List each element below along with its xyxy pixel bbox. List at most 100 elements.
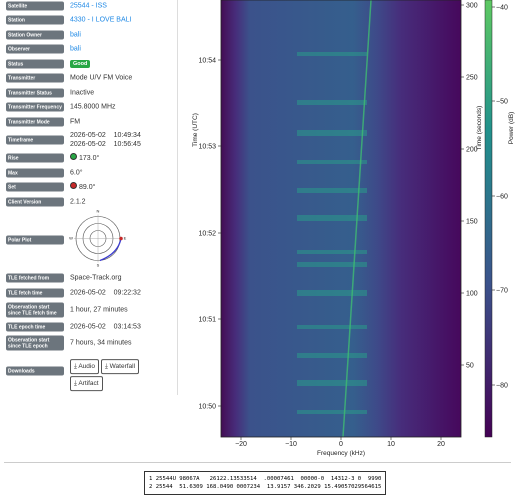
- y-axis-label: Time (UTC): [192, 113, 199, 147]
- link[interactable]: 25544 - ISS: [70, 2, 107, 10]
- field-label: Transmitter Frequency: [6, 102, 64, 112]
- field-value: 2026-05-02 03:14:53: [70, 323, 141, 332]
- tle-line: 1 25544U 98067A 26122.13533514 .00007461…: [149, 476, 382, 482]
- field-value: 2026-05-02 10:49:34 2026-05-02 10:56:45: [70, 131, 141, 149]
- field-label: Station: [6, 15, 64, 25]
- field-value: 4330 - I LOVE BALI: [70, 16, 131, 25]
- x-axis-label: Frequency (kHz): [317, 450, 365, 457]
- x-tick-label: 20: [437, 441, 445, 448]
- y2-tick-label: 100: [466, 291, 478, 298]
- pass-track: [99, 238, 122, 262]
- field-value: 2026-05-02 09:22:32: [70, 289, 141, 298]
- burst: [297, 100, 367, 105]
- field-label: TLE fetch time: [6, 288, 64, 298]
- status-dot: [70, 153, 77, 160]
- tle-line: 2 25544 51.6309 168.0490 0007234 13.9157…: [149, 484, 382, 490]
- y-tick-label: 10:51: [198, 317, 216, 324]
- y-tick-label: 10:53: [198, 144, 216, 151]
- field-value: 89.0°: [70, 182, 95, 192]
- field-label: Transmitter Mode: [6, 117, 64, 127]
- colorbar-tick-label: −70: [496, 288, 508, 295]
- field-label: Set: [6, 182, 64, 192]
- y2-tick-label: 150: [466, 219, 478, 226]
- burst: [297, 410, 367, 414]
- field-value: bali: [70, 45, 81, 54]
- button-label: Artifact: [78, 380, 99, 388]
- value-text: 6.0°: [70, 169, 83, 177]
- field-label: Max: [6, 168, 64, 178]
- value-text: FM: [70, 118, 81, 126]
- link[interactable]: bali: [70, 31, 81, 39]
- field-label: Client Version: [6, 197, 64, 207]
- timeframe-line: 2026-05-02 10:56:45: [70, 141, 141, 148]
- y2-tick-label: 300: [466, 3, 478, 10]
- value-text: 89.0°: [79, 184, 96, 191]
- value-text: Space-Track.org: [70, 274, 122, 282]
- y2-tick-label: 50: [466, 363, 474, 370]
- download-button[interactable]: ⤓ Waterfall: [100, 359, 140, 375]
- polar-label: E: [124, 236, 127, 241]
- field-label: Status: [6, 59, 64, 69]
- value-text: 2026-05-02 03:14:53: [70, 323, 141, 331]
- field-value: Space-Track.org: [70, 274, 121, 283]
- download-button[interactable]: ⤓ Artifact: [70, 376, 103, 392]
- field-label: Observation start since TLE fetch time: [6, 302, 64, 318]
- pass-end: [119, 236, 123, 241]
- y2-tick-label: 250: [466, 75, 478, 82]
- y2-tick-label: 200: [466, 147, 478, 154]
- burst: [297, 130, 367, 136]
- field-label: Timeframe: [6, 135, 64, 145]
- field-value: FM: [70, 118, 80, 127]
- field-value: 1 hour, 27 minutes: [70, 306, 128, 315]
- field-value: 2.1.2: [70, 198, 86, 207]
- field-value: Inactive: [70, 89, 94, 98]
- value-text: Mode U/V FM Voice: [70, 74, 133, 82]
- burst: [297, 290, 367, 296]
- colorbar: [484, 0, 493, 438]
- polar-label: N: [97, 209, 100, 214]
- field-value: ⤓ Audio ⤓ Waterfall⤓ Artifact: [70, 359, 165, 393]
- field-label: Station Owner: [6, 30, 64, 40]
- separator: [4, 462, 511, 463]
- link[interactable]: bali: [70, 45, 81, 53]
- download-button[interactable]: ⤓ Audio: [70, 359, 99, 375]
- signal-bursts: [297, 52, 367, 414]
- field-value: Good: [70, 59, 91, 69]
- status-dot: [70, 182, 77, 189]
- status-badge: Good: [70, 60, 91, 68]
- colorbar-tick-label: −50: [496, 99, 508, 106]
- field-label: Downloads: [6, 366, 64, 376]
- y2-axis-label: Time (seconds): [476, 106, 483, 151]
- field-label: Transmitter: [6, 73, 64, 83]
- link[interactable]: 4330 - I LOVE BALI: [70, 16, 132, 24]
- field-value: 25544 - ISS: [70, 2, 107, 11]
- burst: [297, 250, 367, 254]
- value-text: 2.1.2: [70, 198, 86, 206]
- x-tick-label: −10: [285, 441, 297, 448]
- doppler-trace: [342, 0, 372, 438]
- button-label: Audio: [78, 363, 95, 371]
- burst: [297, 353, 367, 358]
- waterfall-plot: 10:5410:5310:5210:5110:50300250200150100…: [192, 0, 515, 457]
- colorbar-tick-label: −80: [496, 383, 508, 390]
- field-value: N E S W: [68, 209, 128, 272]
- field-value: 7 hours, 34 minutes: [70, 339, 131, 348]
- timeframe-line: 2026-05-02 10:49:34: [70, 132, 141, 139]
- field-value: bali: [70, 31, 81, 40]
- x-tick-label: 0: [339, 441, 343, 448]
- burst: [297, 160, 367, 164]
- y-tick-label: 10:54: [198, 58, 216, 65]
- field-label: Satellite: [6, 1, 64, 11]
- tle-box: 1 25544U 98067A 26122.13533514 .00007461…: [144, 471, 387, 495]
- divider: [177, 0, 178, 395]
- y-tick-label: 10:52: [198, 231, 216, 238]
- value-text: 173.0°: [79, 155, 100, 162]
- field-label: TLE epoch time: [6, 322, 64, 332]
- burst: [297, 380, 367, 386]
- x-tick-label: −20: [235, 441, 247, 448]
- field-label: Observer: [6, 44, 64, 54]
- value-text: 145.8000 MHz: [70, 103, 116, 111]
- value-text: 7 hours, 34 minutes: [70, 339, 132, 347]
- colorbar-label: Power (dB): [508, 112, 515, 145]
